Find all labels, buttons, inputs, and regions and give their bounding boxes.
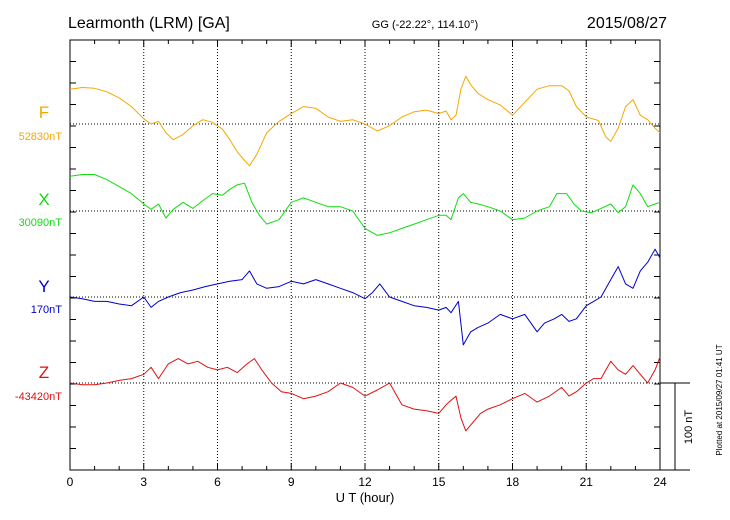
x-tick-label: 21 [580,475,594,489]
series-baseline-f: 52830nT [19,131,63,143]
series-baseline-z: -43420nT [15,391,62,403]
x-tick-label: 9 [288,475,295,489]
series-name-y: Y [38,277,49,296]
axis-ticks [69,40,661,470]
x-tick-label: 3 [140,475,147,489]
series-labels: F 52830nT X 30090nT Y 170nT Z -43420nT [15,103,62,403]
series-name-z: Z [39,363,49,382]
x-tick-label: 12 [358,475,372,489]
series-name-x: X [38,190,49,209]
series-line-x [69,174,661,236]
plotted-at-label: Plotted at 2015/09/27 01:41 UT [715,344,724,455]
x-tick-label: 0 [67,475,74,489]
x-tick-label: 15 [432,475,446,489]
series-baseline-y: 170nT [31,304,62,316]
x-tick-labels: 0 3 6 9 12 15 18 21 24 [67,475,667,489]
date-label: 2015/08/27 [587,15,667,32]
series-line-z [69,356,661,432]
series-baseline-x: 30090nT [19,217,63,229]
series-lines [69,75,661,432]
series-name-f: F [39,103,49,122]
x-axis-label: U T (hour) [336,490,395,505]
series-line-y [69,248,661,346]
x-tick-label: 18 [506,475,520,489]
scale-bar-label: 100 nT [683,410,695,445]
x-tick-label: 6 [214,475,221,489]
station-coords: GG (-22.22°, 114.10°) [372,19,478,31]
station-title: Learmonth (LRM) [GA] [68,15,230,32]
x-tick-label: 24 [653,475,667,489]
scale-bar: 100 nT [660,382,695,471]
plot-frame [69,39,661,471]
series-line-f [69,75,661,167]
grid [70,40,660,470]
